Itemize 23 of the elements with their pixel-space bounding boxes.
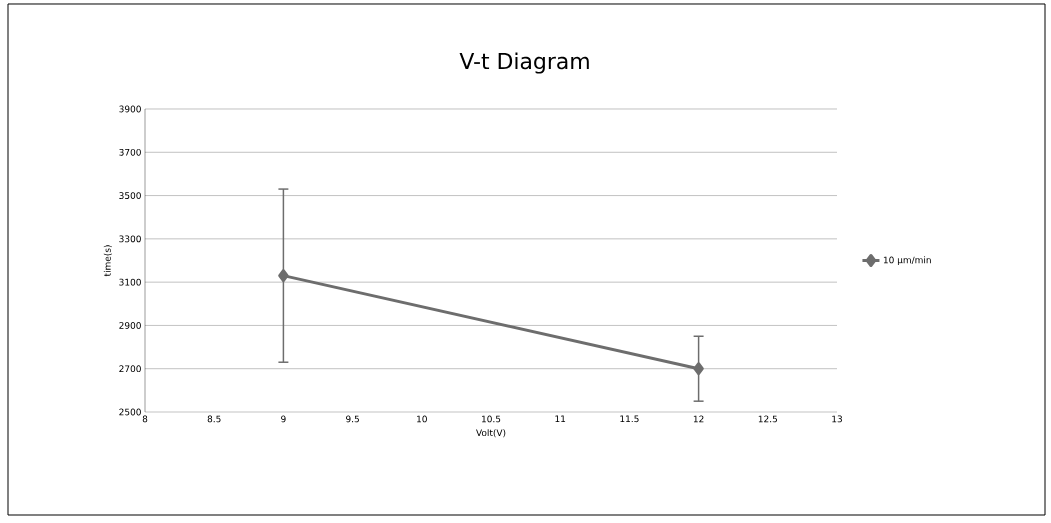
legend-label: 10 µm/min [883, 256, 931, 266]
x-tick-label: 10 [417, 415, 427, 423]
x-tick-label: 9 [281, 415, 286, 423]
x-tick-label: 11 [555, 415, 566, 423]
x-tick-label: 12.5 [758, 415, 777, 423]
x-tick-label: 8.5 [207, 415, 221, 423]
chart-title: V-t Diagram [459, 52, 589, 74]
y-tick-label: 3300 [119, 235, 141, 243]
y-tick-label: 3500 [119, 192, 141, 199]
y-tick-label: 2700 [119, 365, 141, 373]
x-tick-label: 13 [832, 415, 842, 423]
y-tick-label: 3700 [119, 148, 141, 156]
x-tick-label: 12 [693, 415, 704, 423]
x-axis-title: Volt(V) [476, 429, 506, 438]
y-tick-label: 2500 [119, 408, 141, 416]
x-tick-label: 9.5 [346, 415, 359, 423]
x-tick-label: 8 [142, 415, 148, 423]
y-tick-label: 3100 [119, 278, 141, 286]
x-tick-label: 10.5 [482, 415, 501, 423]
x-tick-label: 11.5 [620, 415, 639, 423]
y-axis-title: time(s) [103, 245, 112, 277]
y-tick-label: 3900 [119, 105, 141, 113]
y-tick-label: 2900 [119, 322, 141, 329]
